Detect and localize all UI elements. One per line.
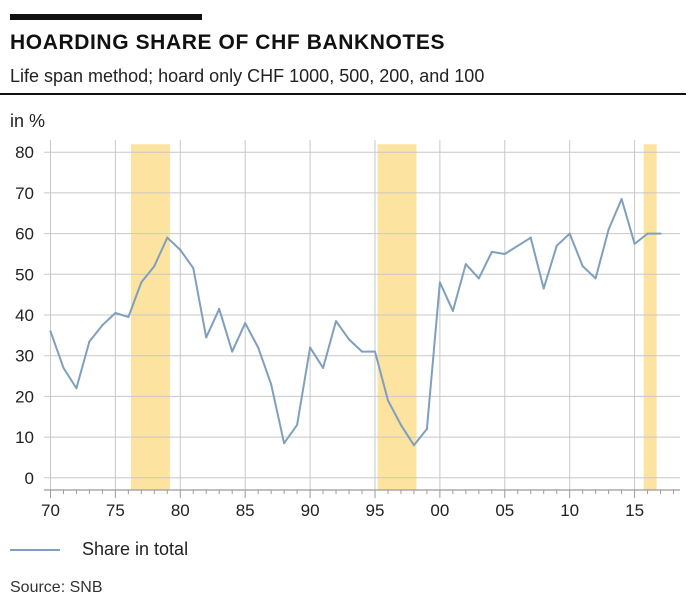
data-point <box>477 277 480 280</box>
data-point <box>646 232 649 235</box>
data-point <box>594 277 597 280</box>
y-tick-label: 10 <box>15 428 34 447</box>
data-point <box>464 263 467 266</box>
y-tick-label: 80 <box>15 143 34 162</box>
x-tick-label: 85 <box>236 501 255 520</box>
x-tick-label: 15 <box>625 501 644 520</box>
chart-subtitle: Life span method; hoard only CHF 1000, 5… <box>10 66 485 86</box>
y-tick-label: 0 <box>25 469 34 488</box>
data-point <box>490 250 493 253</box>
data-point <box>49 330 52 333</box>
data-point <box>503 252 506 255</box>
data-point <box>555 244 558 247</box>
data-point <box>192 267 195 270</box>
shaded-period <box>377 144 417 491</box>
data-point <box>568 232 571 235</box>
y-axis-unit-label: in % <box>10 111 46 131</box>
data-point <box>542 287 545 290</box>
y-tick-label: 70 <box>15 184 34 203</box>
data-point <box>581 265 584 268</box>
data-point <box>205 336 208 339</box>
data-point <box>412 444 415 447</box>
data-point <box>620 198 623 201</box>
data-point <box>257 346 260 349</box>
data-point <box>153 265 156 268</box>
data-point <box>62 366 65 369</box>
data-point <box>361 350 363 353</box>
legend-line-swatch <box>10 549 60 551</box>
data-point <box>438 281 441 284</box>
data-point <box>451 309 454 312</box>
legend-label: Share in total <box>82 539 189 559</box>
chart-title: HOARDING SHARE OF CHF BANKNOTES <box>10 31 446 54</box>
data-point <box>140 281 143 284</box>
shaded-period <box>643 144 657 491</box>
data-point <box>335 320 338 323</box>
data-point <box>270 383 273 386</box>
source-note: Source: SNB <box>10 579 103 596</box>
title-accent-bar <box>10 14 202 20</box>
x-tick-label: 80 <box>171 501 190 520</box>
data-point <box>348 338 351 341</box>
x-tick-label: 90 <box>301 501 320 520</box>
data-point <box>296 423 299 426</box>
x-tick-label: 05 <box>495 501 514 520</box>
x-tick-label: 10 <box>560 501 579 520</box>
x-tick-label: 70 <box>41 501 60 520</box>
data-point <box>88 340 91 343</box>
data-point <box>659 232 662 235</box>
y-tick-label: 40 <box>15 306 34 325</box>
data-point <box>283 442 286 445</box>
y-tick-label: 60 <box>15 225 34 244</box>
data-point <box>399 423 402 426</box>
data-point <box>179 248 182 251</box>
data-point <box>373 350 376 353</box>
series-line <box>49 198 661 447</box>
data-point <box>166 236 169 239</box>
data-point <box>244 322 247 325</box>
data-point <box>114 311 117 314</box>
x-tick-label: 75 <box>106 501 125 520</box>
data-point <box>101 324 104 327</box>
shaded-period <box>130 144 170 491</box>
data-point <box>127 316 130 319</box>
x-tick-label: 95 <box>366 501 385 520</box>
data-point <box>231 350 234 353</box>
data-point <box>529 236 532 239</box>
data-point <box>322 366 325 369</box>
y-tick-label: 50 <box>15 265 34 284</box>
data-point <box>607 228 610 231</box>
x-tick-label: 00 <box>430 501 449 520</box>
y-tick-label: 30 <box>15 347 34 366</box>
data-point <box>425 427 428 430</box>
data-point <box>75 387 78 390</box>
data-point <box>516 244 519 247</box>
data-point <box>218 307 221 310</box>
data-point <box>386 399 389 402</box>
data-point <box>633 242 636 245</box>
y-tick-label: 20 <box>15 387 34 406</box>
data-point <box>309 346 312 349</box>
header-divider <box>0 93 686 95</box>
